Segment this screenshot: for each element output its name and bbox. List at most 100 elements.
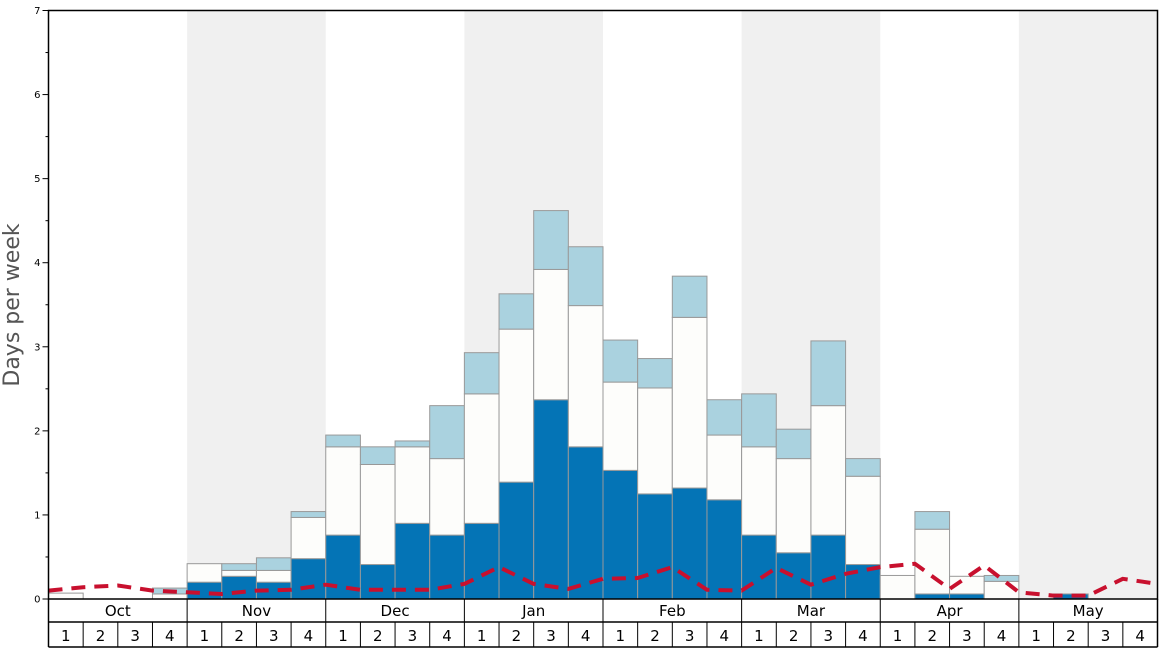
bar-segment-2 [290, 511, 327, 518]
month-label-dec: Dec [381, 602, 410, 620]
week-label: 4 [165, 627, 175, 645]
bar-segment-1 [706, 434, 743, 501]
bar-segment-0 [533, 399, 569, 600]
bar-segment-2 [602, 339, 639, 383]
bar-segment-1 [775, 458, 812, 554]
shade-may [1018, 10, 1158, 599]
bar-segment-0 [637, 493, 673, 600]
week-label: 3 [269, 627, 279, 645]
week-label: 2 [1066, 627, 1076, 645]
bar-segment-0 [290, 558, 327, 600]
month-label-oct: Oct [105, 602, 131, 620]
week-label: 1 [61, 627, 71, 645]
bar-segment-2 [325, 434, 361, 448]
week-label: 3 [1101, 627, 1111, 645]
week-label: 1 [893, 627, 903, 645]
bar-segment-2 [706, 399, 743, 436]
bar-segment-2 [845, 458, 881, 477]
bar-segment-2 [567, 246, 604, 307]
bar-segment-1 [879, 574, 916, 600]
bar-segment-1 [325, 446, 361, 536]
bar-segment-1 [671, 316, 708, 489]
week-label: 1 [338, 627, 348, 645]
bar-segment-2 [775, 428, 812, 460]
week-label: 3 [130, 627, 140, 645]
y-tick-label: 4 [34, 258, 40, 269]
trend-line [48, 561, 1158, 598]
bar-segment-2 [429, 405, 465, 460]
week-label: 1 [200, 627, 210, 645]
bar-segment-2 [255, 557, 292, 571]
bar-segment-2 [741, 393, 777, 448]
week-label: 4 [1135, 627, 1145, 645]
week-label: 1 [754, 627, 764, 645]
bar-segment-0 [221, 575, 257, 600]
y-tick-label: 0 [34, 595, 40, 606]
bar-segment-1 [463, 393, 500, 524]
y-tick-label: 6 [34, 90, 40, 101]
shade-nov [187, 10, 326, 599]
y-tick-label: 3 [34, 342, 40, 353]
bar-segment-2 [983, 574, 1020, 582]
bar-segment-1 [48, 592, 84, 600]
bar-segment-1 [567, 305, 604, 448]
bar-segment-1 [533, 268, 569, 401]
bar-segment-2 [533, 210, 569, 270]
week-label: 1 [1031, 627, 1041, 645]
x-axis: Oct 1 2 3 4 Nov 1 2 3 4 Dec 1 2 3 4 Jan 1 2 3 4 Feb 1 2 3 4 Mar 1 2… [47, 599, 1159, 648]
week-label: 4 [581, 627, 591, 645]
bar-segment-0 [914, 593, 951, 600]
y-tick-label: 5 [34, 174, 40, 185]
week-label: 3 [823, 627, 833, 645]
week-label: 4 [858, 627, 868, 645]
bar-segment-2 [810, 340, 847, 407]
week-label: 2 [650, 627, 660, 645]
bar-segment-1 [221, 569, 257, 577]
week-label: 2 [96, 627, 106, 645]
week-label: 3 [546, 627, 556, 645]
bar-segment-1 [741, 446, 777, 536]
week-label: 4 [997, 627, 1007, 645]
week-label: 2 [234, 627, 244, 645]
bar-segment-1 [637, 387, 673, 495]
bar-segment-2 [359, 446, 396, 465]
y-tick-label: 1 [34, 510, 40, 521]
bar-segment-1 [151, 593, 188, 600]
bar-segment-0 [567, 446, 604, 600]
bar-segment-2 [221, 563, 257, 571]
week-label: 4 [442, 627, 452, 645]
bar-segment-0 [810, 534, 847, 600]
bar-segment-2 [914, 511, 951, 530]
week-label: 1 [477, 627, 487, 645]
bar-segment-1 [290, 516, 327, 560]
bar-segment-0 [463, 522, 500, 600]
month-label-jan: Jan [521, 602, 545, 620]
week-label: 3 [685, 627, 695, 645]
bar-segment-2 [463, 352, 500, 395]
bar-segment-0 [359, 564, 396, 600]
week-label: 2 [512, 627, 522, 645]
bar-segment-0 [706, 499, 743, 600]
bar-segment-2 [498, 293, 535, 330]
bar-segment-1 [810, 405, 847, 536]
bar-segment-0 [429, 534, 465, 600]
y-axis-label: Days per week [0, 223, 25, 386]
y-axis: 0 1 2 3 4 5 6 7 [34, 6, 49, 606]
month-label-may: May [1073, 602, 1104, 620]
month-label-mar: Mar [797, 602, 826, 620]
bar-segment-0 [845, 564, 881, 600]
week-label: 4 [720, 627, 730, 645]
bar-segment-2 [671, 275, 708, 318]
bar-segment-0 [394, 522, 431, 600]
bar-segment-1 [186, 563, 223, 583]
bar-segment-2 [637, 358, 673, 389]
week-label: 2 [373, 627, 383, 645]
week-label: 3 [408, 627, 418, 645]
bar-segment-1 [602, 381, 639, 471]
bar-segment-0 [775, 552, 812, 600]
month-label-apr: Apr [937, 602, 964, 620]
month-label-nov: Nov [242, 602, 271, 620]
y-tick-label: 7 [34, 6, 40, 17]
bar-segment-2 [394, 440, 431, 448]
